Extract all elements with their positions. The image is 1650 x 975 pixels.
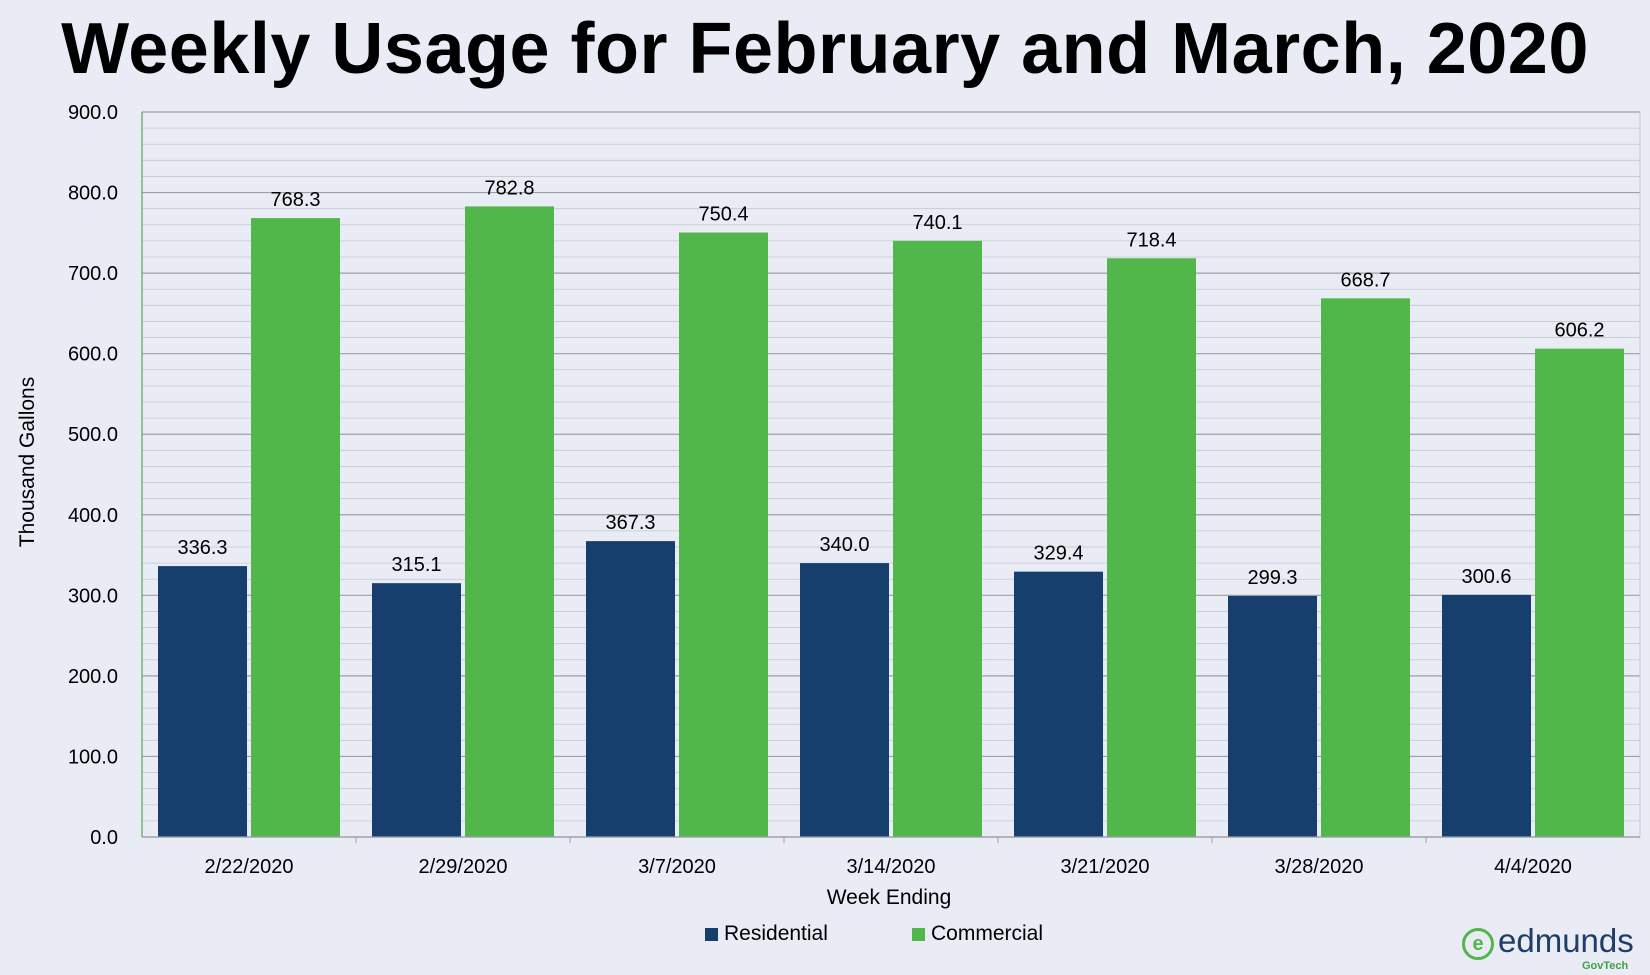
bar-commercial [465, 206, 554, 837]
bar-commercial [893, 240, 982, 837]
x-axis: 2/22/2020 2/29/2020 3/7/2020 3/14/2020 3/21/… [142, 836, 1640, 878]
y-tick-label: 900.0 [68, 102, 118, 124]
bar-residential [1228, 595, 1317, 837]
legend-swatch-residential [705, 927, 718, 941]
data-label-residential: 329.4 [1033, 543, 1083, 565]
x-tick-label: 4/4/2020 [1494, 856, 1572, 878]
y-tick-label: 700.0 [68, 263, 118, 285]
bar-commercial [679, 232, 768, 837]
y-tick-label: 800.0 [68, 183, 118, 205]
chart-title: Weekly Usage for February and March, 202… [61, 9, 1589, 89]
data-label-commercial: 740.1 [912, 212, 962, 234]
bar-residential [372, 583, 461, 837]
y-tick-label: 400.0 [68, 505, 118, 527]
gridlines [142, 111, 1641, 838]
edmunds-logo: e edmunds GovTech [1462, 922, 1642, 972]
y-tick-label: 300.0 [68, 585, 118, 607]
x-tick-label: 3/14/2020 [847, 856, 936, 878]
legend-label-residential: Residential [724, 922, 828, 945]
bar-residential [1442, 594, 1531, 837]
y-tick-label: 600.0 [68, 344, 118, 366]
data-label-residential: 336.3 [177, 537, 227, 559]
x-tick-label: 3/21/2020 [1061, 856, 1150, 878]
legend-item-commercial: Commercial [912, 922, 1043, 946]
data-label-residential: 315.1 [391, 554, 441, 576]
data-label-residential: 367.3 [605, 512, 655, 534]
y-axis-title: Thousand Gallons [16, 377, 39, 547]
logo-subtext: GovTech [1582, 960, 1629, 972]
y-tick-label: 500.0 [68, 424, 118, 446]
y-tick-label: 100.0 [68, 746, 118, 768]
data-labels: 336.3 768.3 315.1 782.8 367.3 750.4 340.0 740.1… [177, 177, 1604, 588]
x-axis-title: Week Ending [827, 886, 952, 909]
data-label-commercial: 606.2 [1554, 320, 1604, 342]
logo-icon: e [1462, 928, 1494, 960]
data-label-commercial: 782.8 [484, 177, 534, 199]
x-tick-label: 2/29/2020 [419, 856, 508, 878]
bar-commercial [1321, 298, 1410, 837]
data-label-commercial: 668.7 [1340, 269, 1390, 291]
x-tick-label: 3/28/2020 [1275, 856, 1364, 878]
data-label-residential: 299.3 [1247, 567, 1297, 589]
logo-text: edmunds [1498, 922, 1634, 959]
bar-residential [800, 563, 889, 837]
bars [158, 206, 1624, 837]
bar-commercial [1535, 348, 1624, 837]
x-tick-label: 2/22/2020 [205, 856, 294, 878]
data-label-residential: 300.6 [1461, 566, 1511, 588]
bar-commercial [251, 218, 340, 837]
legend-label-commercial: Commercial [931, 922, 1044, 945]
data-label-commercial: 750.4 [698, 204, 748, 226]
legend-item-residential: Residential [705, 922, 828, 946]
bar-commercial [1107, 258, 1196, 837]
x-tick-label: 3/7/2020 [638, 856, 716, 878]
plot-area [142, 112, 1640, 837]
y-tick-label: 0.0 [90, 827, 118, 849]
y-tick-label: 200.0 [68, 666, 118, 688]
bar-residential [586, 541, 675, 837]
legend: Residential Commercial [0, 922, 1650, 952]
bar-residential [1014, 571, 1103, 837]
data-label-commercial: 718.4 [1126, 229, 1176, 251]
y-axis: 0.0 100.0 200.0 300.0 400.0 500.0 600.0 700.0 80… [68, 102, 143, 849]
data-label-commercial: 768.3 [270, 189, 320, 211]
legend-swatch-commercial [912, 927, 925, 941]
bar-residential [158, 566, 247, 837]
data-label-residential: 340.0 [819, 534, 869, 556]
